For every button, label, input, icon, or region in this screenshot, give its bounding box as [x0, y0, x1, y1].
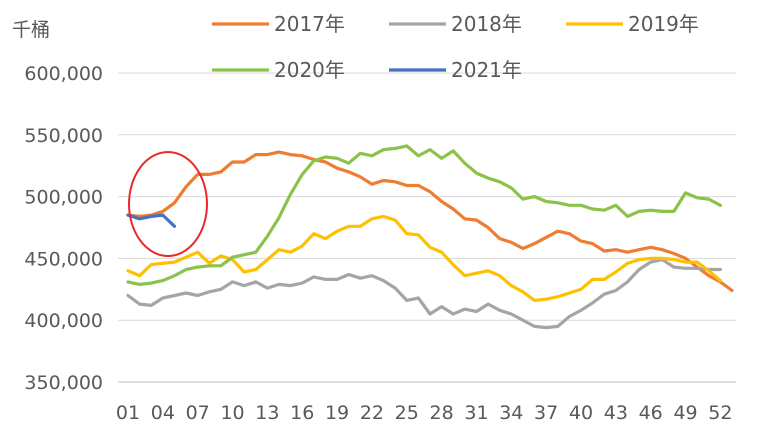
y-tick-label: 450,000 [24, 248, 103, 270]
series-line-2017年 [126, 150, 734, 293]
x-tick-label: 52 [708, 402, 732, 424]
x-axis-ticks: 01 04 07 10 13 16 19 22 25 28 31 34 37 40 43 46 49 52 [116, 402, 733, 424]
legend-label: 2019年 [628, 12, 699, 36]
y-tick-label: 600,000 [24, 63, 103, 85]
x-tick-label: 22 [360, 402, 384, 424]
x-tick-label: 25 [395, 402, 419, 424]
x-tick-label: 07 [186, 402, 210, 424]
x-tick-label: 43 [604, 402, 628, 424]
x-tick-label: 31 [464, 402, 488, 424]
y-tick-label: 400,000 [24, 310, 103, 332]
x-tick-label: 04 [151, 402, 175, 424]
x-tick-label: 28 [430, 402, 454, 424]
x-tick-label: 10 [220, 402, 244, 424]
x-tick-label: 49 [673, 402, 697, 424]
x-tick-label: 01 [116, 402, 140, 424]
highlight-ellipse [128, 151, 208, 257]
grid-lines [118, 72, 736, 383]
series-group [126, 144, 734, 330]
x-tick-label: 37 [534, 402, 558, 424]
legend-label: 2020年 [274, 58, 345, 82]
x-tick-label: 40 [569, 402, 593, 424]
y-tick-label: 550,000 [24, 125, 103, 147]
y-tick-label: 350,000 [24, 372, 103, 394]
legend: 2017年 2018年 2019年 2020年 2021年 [212, 12, 699, 82]
x-tick-label: 46 [639, 402, 663, 424]
y-tick-label: 500,000 [24, 187, 103, 209]
unit-label: 千桶 [12, 19, 50, 41]
series-line-2020年 [126, 144, 723, 286]
x-tick-label: 19 [325, 402, 349, 424]
legend-label: 2021年 [451, 58, 522, 82]
series-line-2018年 [126, 258, 723, 330]
y-axis-ticks: 350,000 400,000 450,000 500,000 550,000 600,0… [24, 63, 103, 394]
legend-label: 2017年 [274, 12, 345, 36]
x-tick-label: 13 [255, 402, 279, 424]
series-line-2021年 [126, 213, 177, 228]
series-line-2019年 [126, 214, 723, 302]
x-tick-label: 16 [290, 402, 314, 424]
x-tick-label: 34 [499, 402, 523, 424]
legend-label: 2018年 [451, 12, 522, 36]
